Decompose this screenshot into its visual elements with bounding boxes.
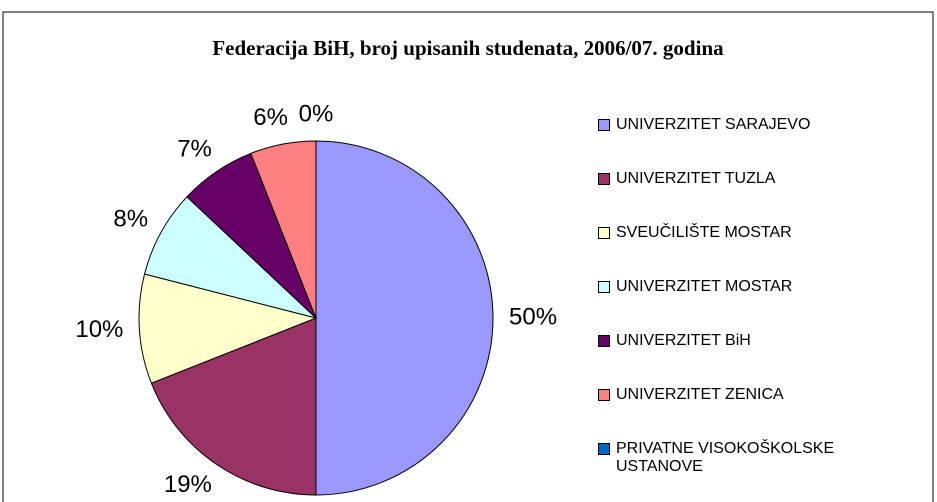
legend-swatch: [598, 173, 610, 185]
pie-slice: [138, 273, 318, 384]
legend-swatch: [598, 119, 610, 131]
legend-label: PRIVATNE VISOKOŠKOLSKE USTANOVE: [616, 440, 835, 475]
data-label: 19%: [164, 471, 212, 498]
chart-title: Federacija BiH, broj upisanih studenata,…: [212, 36, 724, 60]
legend-label: SVEUČILIŠTE MOSTAR: [616, 224, 792, 241]
pie-slice: [315, 140, 494, 496]
legend-label: UNIVERZITET TUZLA: [616, 170, 776, 187]
data-label: 7%: [177, 135, 212, 162]
legend-swatch: [598, 281, 610, 293]
legend-swatch: [598, 335, 610, 347]
legend-entry: SVEUČILIŠTE MOSTAR: [598, 224, 918, 242]
legend-swatch: [598, 389, 610, 401]
legend-swatch: [598, 443, 610, 455]
data-label: 10%: [75, 316, 123, 343]
legend-entry: UNIVERZITET SARAJEVO: [598, 116, 918, 134]
legend-entry: UNIVERZITET MOSTAR: [598, 278, 918, 296]
legend-label: UNIVERZITET ZENICA: [616, 386, 784, 403]
data-label: 6%: [253, 104, 288, 131]
legend-swatch: [598, 227, 610, 239]
legend-entry: UNIVERZITET BiH: [598, 332, 918, 350]
legend-label: UNIVERZITET BiH: [616, 332, 751, 349]
data-label: 0%: [299, 100, 334, 127]
legend-label: UNIVERZITET MOSTAR: [616, 278, 793, 295]
legend-entry: PRIVATNE VISOKOŠKOLSKE USTANOVE: [598, 440, 918, 476]
data-label: 8%: [113, 206, 148, 233]
data-label: 50%: [509, 303, 557, 330]
pie-slice: [143, 196, 317, 319]
legend-label: UNIVERZITET SARAJEVO: [616, 116, 811, 133]
legend-entry: UNIVERZITET ZENICA: [598, 386, 918, 404]
pie-slice: [150, 317, 317, 496]
legend-entry: UNIVERZITET TUZLA: [598, 170, 918, 188]
